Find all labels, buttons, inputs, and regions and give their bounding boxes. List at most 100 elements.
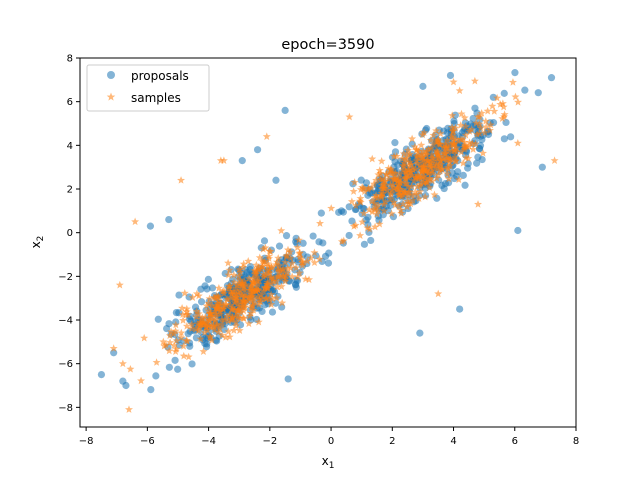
sample-point — [379, 183, 388, 192]
sample-point — [294, 235, 303, 244]
sample-point — [160, 341, 169, 350]
sample-point — [372, 176, 381, 184]
sample-point — [461, 122, 470, 130]
sample-point — [351, 221, 360, 229]
y-axis-label: x2 — [29, 236, 46, 249]
sample-point — [184, 352, 193, 361]
sample-point — [377, 156, 386, 165]
sample-point — [279, 272, 288, 281]
sample-point — [420, 128, 429, 137]
sample-point — [277, 282, 286, 290]
sample-point — [225, 332, 234, 341]
proposal-point — [469, 114, 477, 123]
sample-point — [455, 86, 464, 95]
sample-point — [252, 269, 261, 278]
sample-point — [443, 169, 452, 178]
sample-point — [449, 77, 458, 86]
sample-point — [137, 376, 146, 385]
sample-point — [437, 165, 446, 174]
sample-point — [413, 151, 422, 159]
sample-point — [428, 176, 437, 185]
sample-point — [229, 270, 238, 279]
sample-point — [268, 294, 277, 303]
proposal-point — [147, 386, 155, 394]
sample-point — [192, 307, 201, 315]
sample-point — [445, 158, 454, 166]
sample-point — [387, 209, 396, 218]
sample-point — [410, 142, 419, 151]
sample-point — [405, 168, 414, 176]
sample-point — [508, 78, 517, 86]
sample-point — [261, 271, 270, 280]
sample-point — [260, 257, 269, 265]
sample-point — [327, 204, 336, 212]
sample-point — [436, 156, 445, 165]
sample-point — [272, 257, 281, 266]
sample-point — [207, 336, 216, 344]
sample-point — [203, 326, 212, 334]
proposal-point — [201, 339, 209, 348]
sample-point — [382, 170, 391, 179]
sample-point — [218, 320, 227, 329]
sample-point — [418, 172, 427, 181]
sample-point — [454, 175, 463, 184]
proposal-point — [285, 277, 293, 285]
legend-box — [86, 64, 210, 112]
sample-point — [434, 170, 443, 179]
sample-point — [202, 323, 211, 331]
sample-point — [498, 114, 507, 123]
sample-point — [411, 188, 420, 196]
sample-point — [298, 261, 307, 269]
sample-point — [267, 300, 276, 308]
sample-point — [297, 254, 306, 263]
sample-point — [295, 268, 304, 277]
sample-point — [420, 166, 428, 174]
proposal-point — [186, 342, 194, 350]
sample-point — [283, 268, 292, 277]
sample-point — [249, 279, 258, 288]
sample-point — [214, 327, 223, 336]
sample-point — [207, 312, 216, 321]
sample-point — [383, 186, 392, 194]
sample-point — [295, 253, 304, 261]
sample-point — [349, 187, 358, 195]
sample-point — [446, 140, 455, 149]
sample-point — [425, 174, 434, 182]
sample-point — [403, 191, 412, 200]
sample-point — [358, 217, 367, 226]
sample-point — [406, 150, 415, 158]
sample-point — [375, 219, 384, 228]
sample-point — [277, 226, 286, 235]
sample-point — [432, 160, 441, 169]
proposal-point — [281, 106, 289, 114]
sample-point — [232, 295, 241, 304]
sample-point — [409, 176, 418, 185]
x-axis-label-base: x — [322, 454, 329, 468]
sample-point — [421, 192, 430, 201]
sample-point — [281, 277, 290, 285]
sample-point — [387, 188, 396, 197]
sample-point — [462, 142, 471, 151]
sample-point — [404, 182, 413, 191]
sample-point — [408, 191, 417, 199]
sample-point — [473, 112, 482, 121]
sample-point — [204, 321, 213, 329]
sample-point — [288, 259, 297, 267]
sample-point — [241, 303, 250, 311]
proposal-point — [204, 275, 212, 283]
x-tick-label: −2 — [262, 436, 277, 447]
sample-point — [470, 76, 479, 85]
sample-point — [500, 110, 509, 118]
sample-point — [242, 291, 250, 300]
sample-point — [261, 294, 270, 303]
sample-point — [249, 287, 258, 296]
proposal-point — [521, 86, 529, 94]
proposal-point — [391, 148, 400, 156]
sample-point — [233, 281, 242, 289]
sample-point — [403, 202, 412, 211]
sample-point — [421, 162, 430, 170]
proposal-point — [489, 93, 497, 101]
sample-point — [224, 258, 233, 267]
sample-point — [250, 266, 259, 274]
sample-point — [473, 130, 482, 138]
